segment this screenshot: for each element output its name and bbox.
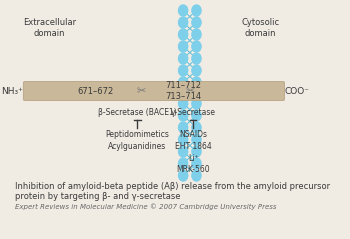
Circle shape bbox=[178, 122, 188, 133]
Circle shape bbox=[192, 5, 201, 16]
Circle shape bbox=[192, 98, 201, 109]
Circle shape bbox=[178, 17, 188, 28]
Circle shape bbox=[192, 53, 201, 64]
Text: β-Secretase (BACE1): β-Secretase (BACE1) bbox=[98, 108, 177, 117]
Text: NH₃⁺: NH₃⁺ bbox=[1, 87, 23, 96]
Circle shape bbox=[192, 170, 201, 181]
Circle shape bbox=[178, 158, 188, 169]
Circle shape bbox=[192, 41, 201, 52]
Text: γ-Secretase: γ-Secretase bbox=[171, 108, 216, 117]
Text: protein by targeting β- and γ-secretase: protein by targeting β- and γ-secretase bbox=[15, 192, 180, 201]
Circle shape bbox=[192, 65, 201, 76]
Circle shape bbox=[178, 53, 188, 64]
Circle shape bbox=[192, 158, 201, 169]
Text: Extracellular
domain: Extracellular domain bbox=[23, 18, 76, 38]
Circle shape bbox=[192, 122, 201, 133]
Circle shape bbox=[192, 77, 201, 88]
FancyBboxPatch shape bbox=[23, 81, 285, 101]
Circle shape bbox=[178, 146, 188, 157]
Circle shape bbox=[178, 134, 188, 145]
Circle shape bbox=[178, 65, 188, 76]
Circle shape bbox=[178, 110, 188, 121]
Text: Inhibition of amyloid-beta peptide (Aβ) release from the amyloid precursor: Inhibition of amyloid-beta peptide (Aβ) … bbox=[15, 182, 330, 191]
Circle shape bbox=[192, 146, 201, 157]
Circle shape bbox=[178, 41, 188, 52]
Circle shape bbox=[178, 170, 188, 181]
Circle shape bbox=[192, 17, 201, 28]
Circle shape bbox=[192, 134, 201, 145]
Text: Cytosolic
domain: Cytosolic domain bbox=[241, 18, 280, 38]
Circle shape bbox=[178, 29, 188, 40]
Text: NSAIDs
EHT 1864
Li⁺
MRK-560: NSAIDs EHT 1864 Li⁺ MRK-560 bbox=[175, 130, 211, 174]
Circle shape bbox=[178, 77, 188, 88]
Circle shape bbox=[178, 98, 188, 109]
Text: Expert Reviews in Molecular Medicine © 2007 Cambridge University Press: Expert Reviews in Molecular Medicine © 2… bbox=[15, 203, 276, 210]
Circle shape bbox=[178, 5, 188, 16]
Text: ✂: ✂ bbox=[185, 86, 195, 96]
Circle shape bbox=[192, 110, 201, 121]
Text: Peptidomimetics
Acylguanidines: Peptidomimetics Acylguanidines bbox=[105, 130, 169, 151]
Circle shape bbox=[192, 29, 201, 40]
Text: 711–712
713–714: 711–712 713–714 bbox=[165, 81, 201, 101]
Text: COO⁻: COO⁻ bbox=[285, 87, 310, 96]
Text: ✂: ✂ bbox=[137, 86, 146, 96]
Text: 671–672: 671–672 bbox=[77, 87, 114, 96]
